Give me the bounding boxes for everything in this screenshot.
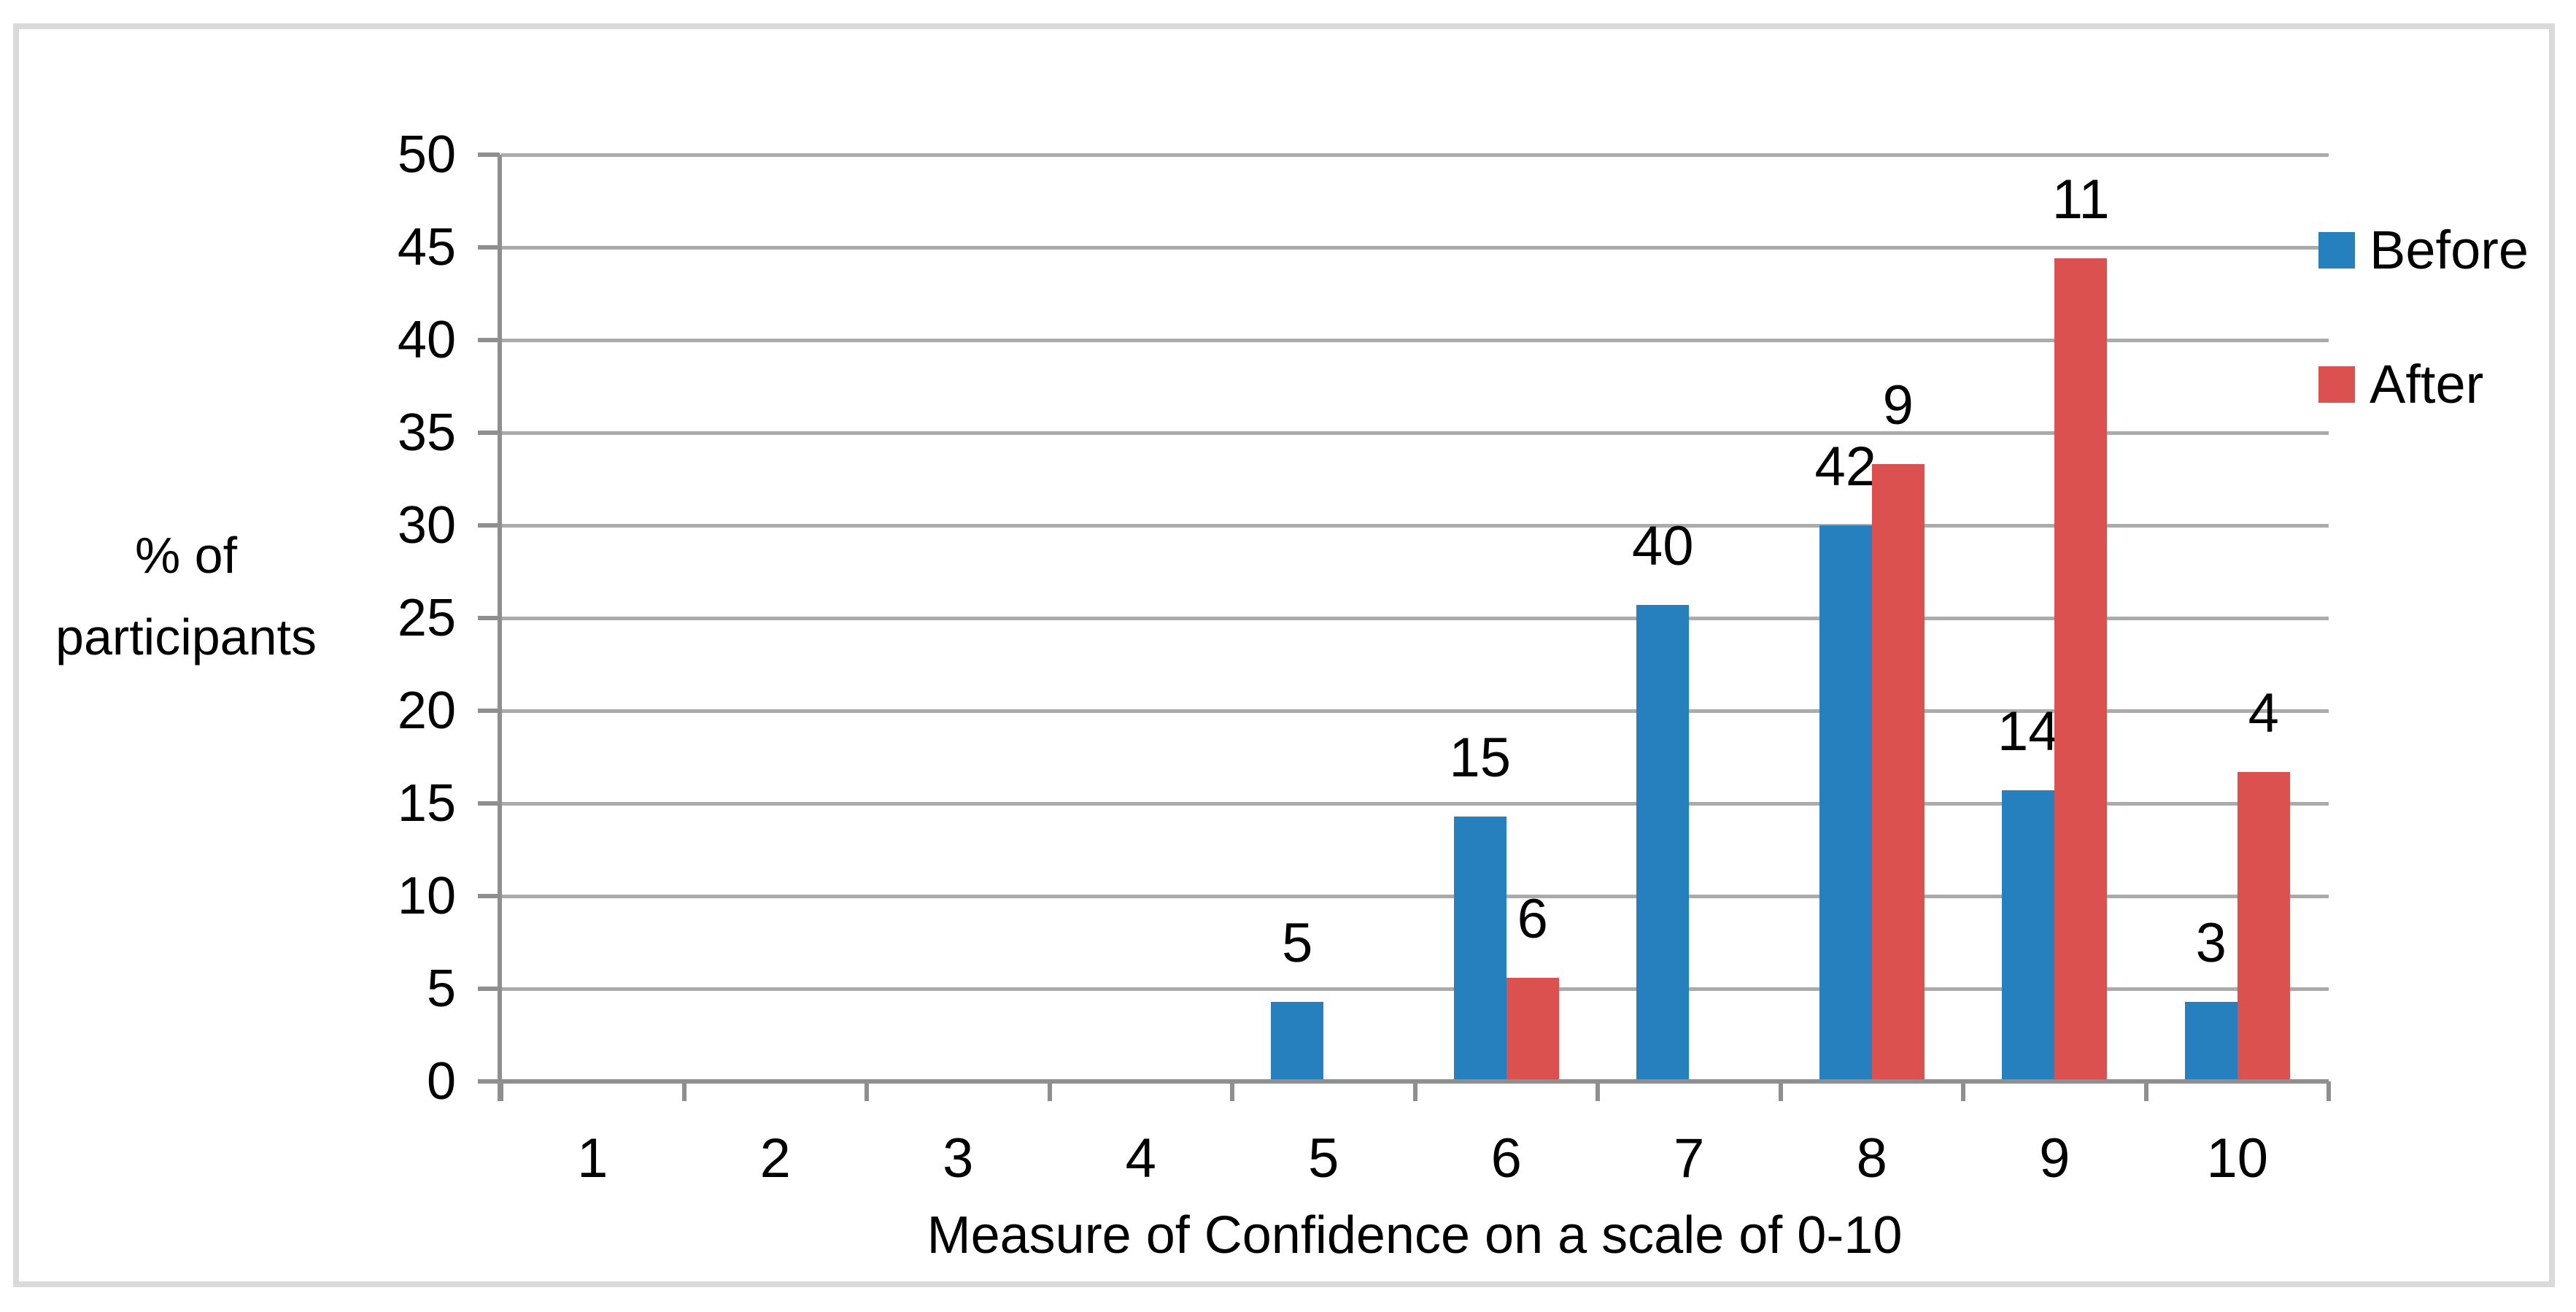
y-tick-0 <box>478 1079 500 1084</box>
gridline-y-20 <box>501 709 2329 713</box>
y-tick-label-45: 45 <box>397 218 456 277</box>
y-axis-title-line2: participants <box>55 609 317 665</box>
x-tick-4 <box>1230 1081 1234 1101</box>
y-tick-35 <box>478 431 500 435</box>
legend-item-before: Before <box>2318 220 2529 280</box>
y-axis-line <box>498 155 502 1101</box>
gridline-y-35 <box>501 431 2329 435</box>
bar-before-10 <box>2184 1002 2237 1081</box>
y-tick-label-5: 5 <box>426 960 456 1018</box>
bar-label-after-9: 11 <box>2051 169 2110 231</box>
bar-before-6 <box>1453 817 1506 1081</box>
y-axis-title: % of participants <box>22 514 350 678</box>
gridline-y-10 <box>501 895 2329 898</box>
legend-item-after: After <box>2318 354 2529 414</box>
x-tick-8 <box>1961 1081 1965 1101</box>
x-tick-label-9: 9 <box>2039 1127 2070 1189</box>
bar-before-9 <box>2002 790 2055 1081</box>
bar-after-8 <box>1871 464 1925 1081</box>
y-tick-label-15: 15 <box>397 774 456 833</box>
x-tick-label-8: 8 <box>1856 1127 1887 1189</box>
x-tick-label-10: 10 <box>2206 1127 2269 1189</box>
x-tick-label-1: 1 <box>577 1127 608 1189</box>
y-tick-label-40: 40 <box>397 311 456 369</box>
bar-label-after-10: 4 <box>2248 682 2279 745</box>
bar-label-after-8: 9 <box>1882 374 1914 437</box>
bar-after-6 <box>1506 978 1559 1081</box>
bar-label-before-9: 14 <box>1997 701 2059 763</box>
x-tick-3 <box>1047 1081 1052 1101</box>
x-tick-label-7: 7 <box>1674 1127 1705 1189</box>
x-tick-5 <box>1412 1081 1417 1101</box>
bar-label-before-6: 15 <box>1449 727 1512 790</box>
x-tick-label-2: 2 <box>759 1127 791 1189</box>
x-tick-1 <box>681 1081 686 1101</box>
x-tick-label-3: 3 <box>943 1127 974 1189</box>
y-tick-label-30: 30 <box>397 496 456 555</box>
x-tick-label-6: 6 <box>1490 1127 1522 1189</box>
bar-before-7 <box>1636 605 1690 1081</box>
y-tick-25 <box>478 616 500 620</box>
x-tick-label-4: 4 <box>1125 1127 1156 1189</box>
bar-after-10 <box>2237 772 2290 1081</box>
y-tick-label-20: 20 <box>397 682 456 740</box>
x-tick-6 <box>1596 1081 1600 1101</box>
gridline-y-30 <box>501 524 2329 528</box>
y-tick-20 <box>478 709 500 713</box>
bar-label-before-5: 5 <box>1282 912 1313 975</box>
y-tick-45 <box>478 245 500 250</box>
y-tick-10 <box>478 894 500 898</box>
x-tick-10 <box>2326 1081 2331 1101</box>
y-tick-5 <box>478 987 500 991</box>
gridline-y-40 <box>501 339 2329 342</box>
y-tick-30 <box>478 523 500 528</box>
figure-border <box>13 23 2555 1287</box>
x-axis-title: Measure of Confidence on a scale of 0-10 <box>927 1206 1903 1265</box>
gridline-y-45 <box>501 246 2329 250</box>
bar-after-9 <box>2054 258 2108 1081</box>
x-tick-2 <box>865 1081 869 1101</box>
y-tick-label-25: 25 <box>397 589 456 647</box>
y-tick-label-35: 35 <box>397 404 456 462</box>
bar-before-5 <box>1271 1002 1324 1081</box>
x-tick-0 <box>499 1081 503 1101</box>
y-tick-15 <box>478 801 500 806</box>
legend: Before After <box>2318 220 2529 494</box>
gridline-y-25 <box>501 617 2329 620</box>
y-axis-title-line1: % of <box>134 527 238 584</box>
bar-label-before-7: 40 <box>1631 515 1694 578</box>
y-tick-label-10: 10 <box>397 867 456 925</box>
gridline-y-15 <box>501 802 2329 806</box>
bar-before-8 <box>1819 525 1872 1081</box>
y-tick-50 <box>478 153 500 157</box>
y-tick-label-50: 50 <box>397 126 456 184</box>
x-tick-label-5: 5 <box>1308 1127 1339 1189</box>
x-tick-9 <box>2143 1081 2148 1101</box>
legend-swatch-after-icon <box>2318 366 2355 403</box>
legend-label-after: After <box>2370 354 2484 414</box>
x-tick-7 <box>1778 1081 1783 1101</box>
y-tick-label-0: 0 <box>426 1052 456 1111</box>
legend-swatch-before-icon <box>2318 232 2355 269</box>
y-tick-40 <box>478 338 500 342</box>
bar-label-before-8: 42 <box>1814 436 1877 498</box>
gridline-y-5 <box>501 987 2329 991</box>
bar-label-after-6: 6 <box>1517 888 1548 951</box>
legend-label-before: Before <box>2370 220 2529 280</box>
bar-label-before-10: 3 <box>2195 912 2227 975</box>
gridline-y-50 <box>501 153 2329 157</box>
